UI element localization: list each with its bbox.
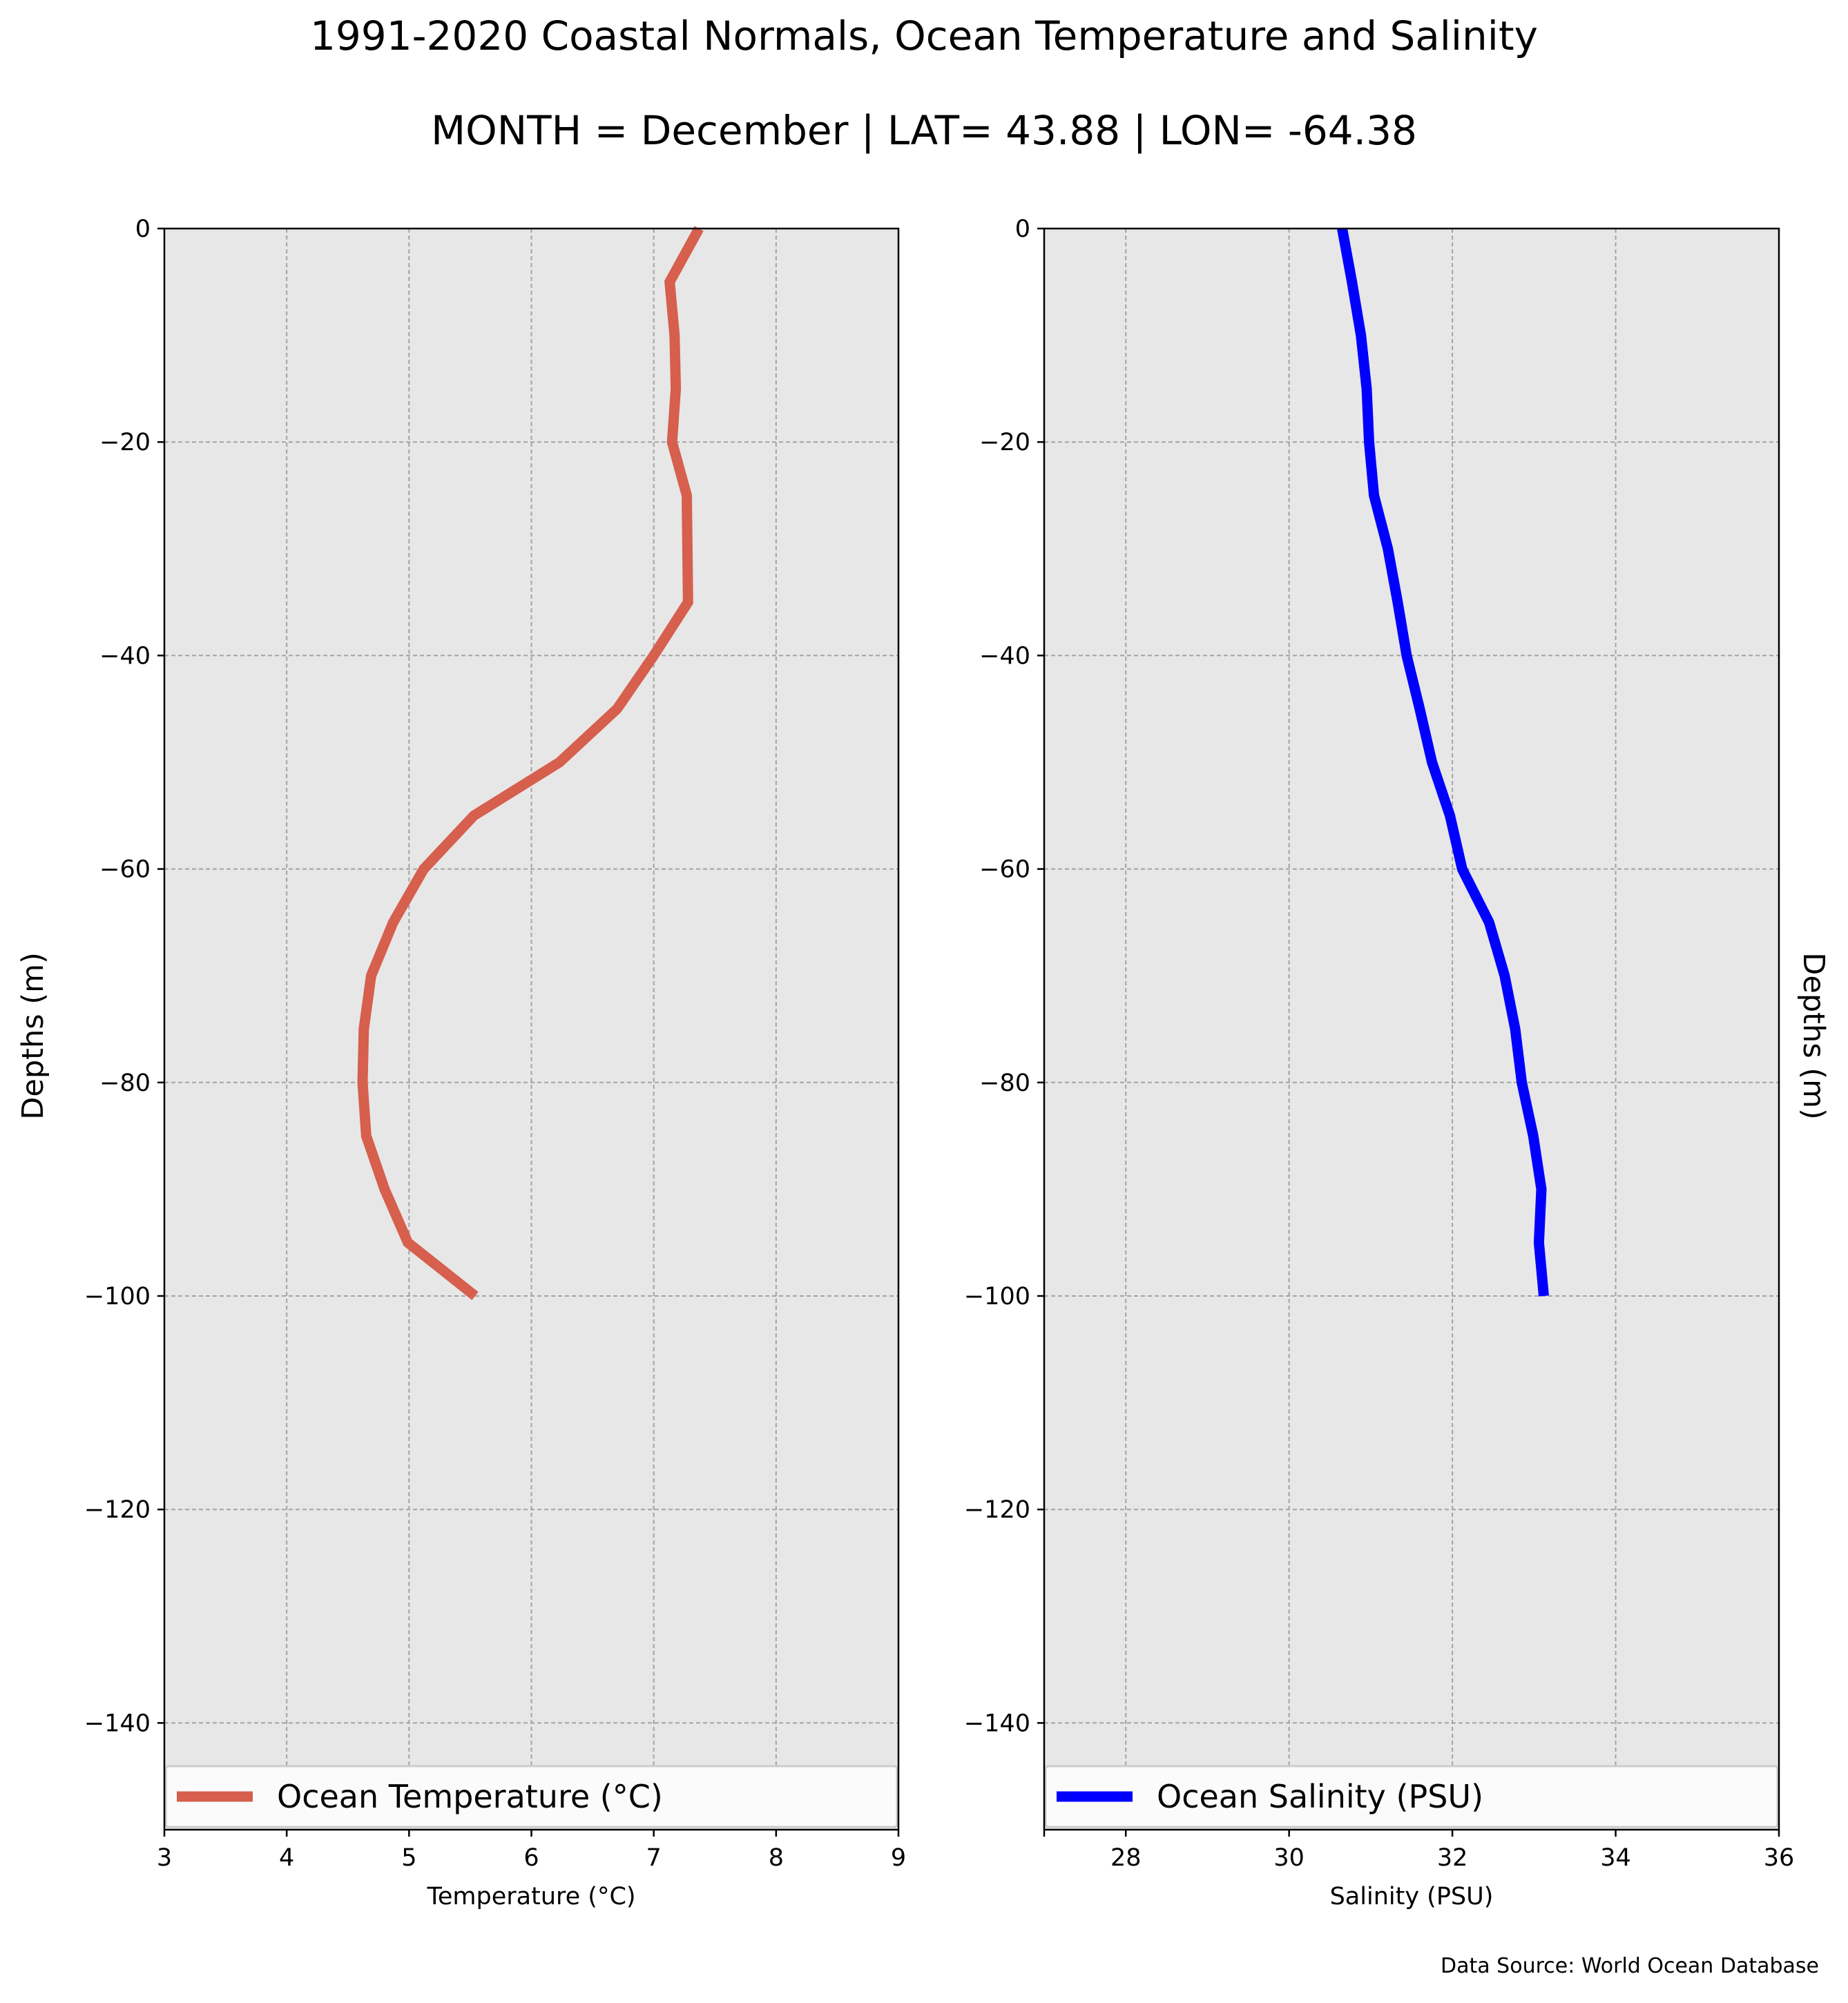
panel-2-legend-label: Ocean Salinity (PSU) <box>1157 1778 1483 1815</box>
panel-1-x-tick-label: 6 <box>523 1844 539 1872</box>
panel-1-y-tick-label: −60 <box>99 856 151 884</box>
panel-2-x-tick-label: 36 <box>1764 1844 1795 1872</box>
panel-2-x-axis-label: Salinity (PSU) <box>1330 1883 1494 1910</box>
panel-2-y-tick-label: −60 <box>979 856 1030 884</box>
panel-2-legend-box <box>1044 1765 1779 1828</box>
panel-2-x-tick-label: 30 <box>1273 1844 1305 1872</box>
panel-1-y-tick-label: 0 <box>135 215 151 243</box>
panel-1: Ocean Temperature (°C) 3 4 5 6 7 8 9 0 −20 −40 −60 −… <box>16 215 906 1910</box>
panel-1-y-tick-label: −20 <box>99 429 151 456</box>
chart-title: 1991-2020 Coastal Normals, Ocean Tempera… <box>310 12 1538 59</box>
panel-2-y-tick-label: −120 <box>964 1496 1030 1524</box>
panel-2-y-tick-label: −100 <box>964 1283 1030 1310</box>
panel-2-y-tick-label: −40 <box>979 642 1030 670</box>
panel-2-y-tick-label: −80 <box>979 1070 1030 1097</box>
panel-2-series-line <box>1337 227 1549 1297</box>
panel-2: Ocean Salinity (PSU) 28 30 32 34 36 0 −20 −40 −60… <box>964 215 1831 1910</box>
panel-2-y-axis-label: Depths (m) <box>1796 952 1831 1119</box>
data-source-note: Data Source: World Ocean Database <box>1441 1954 1819 1978</box>
panel-1-x-tick-label: 8 <box>769 1844 784 1872</box>
panel-2-plot-area <box>1044 229 1779 1830</box>
panel-1-y-axis-label: Depths (m) <box>16 952 50 1119</box>
panel-1-x-tick-label: 5 <box>401 1844 416 1872</box>
panel-2-y-tick-label: 0 <box>1015 215 1030 243</box>
panel-2-y-tick-label: −140 <box>964 1710 1030 1737</box>
panel-1-y-tick-label: −80 <box>99 1070 151 1097</box>
panel-1-x-tick-label: 3 <box>157 1844 172 1872</box>
panel-2-x-tick-label: 34 <box>1600 1844 1631 1872</box>
panel-2-frame <box>1043 227 1780 1831</box>
panel-1-series-line <box>357 226 704 1300</box>
panel-1-y-tick-label: −140 <box>84 1710 151 1737</box>
panel-1-x-tick-label: 7 <box>646 1844 662 1872</box>
panel-1-legend-box <box>164 1765 898 1828</box>
panel-1-legend: Ocean Temperature (°C) <box>164 1765 898 1828</box>
panel-1-x-tick-label: 4 <box>279 1844 294 1872</box>
panel-1-x-tick-label: 9 <box>891 1844 906 1872</box>
panel-1-legend-label: Ocean Temperature (°C) <box>277 1778 663 1815</box>
panel-1-y-tick-label: −100 <box>84 1283 151 1310</box>
panel-1-x-axis-label: Temperature (°C) <box>426 1883 635 1910</box>
panel-1-y-tick-label: −40 <box>99 642 151 670</box>
chart-subtitle: MONTH = December | LAT= 43.88 | LON= -64… <box>431 107 1417 154</box>
panel-1-y-tick-label: −120 <box>84 1496 151 1524</box>
panel-2-x-tick-label: 28 <box>1110 1844 1142 1872</box>
panel-2-y-tick-label: −20 <box>979 429 1030 456</box>
panel-2-x-tick-label: 32 <box>1437 1844 1468 1872</box>
panel-2-legend: Ocean Salinity (PSU) <box>1044 1765 1779 1828</box>
